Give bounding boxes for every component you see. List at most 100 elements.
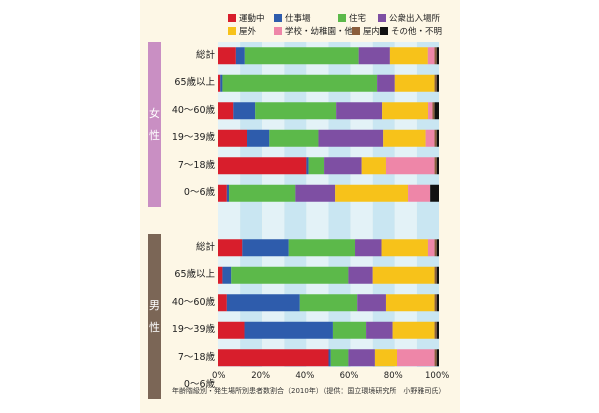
bar-segment — [425, 129, 435, 147]
bar-segment — [308, 157, 325, 175]
legend-label: 公衆出入場所 — [389, 14, 441, 24]
bar-segment — [288, 239, 356, 257]
grid-band — [372, 42, 395, 367]
grid-band — [240, 42, 263, 367]
row-label: 19〜39歳 — [171, 132, 215, 144]
row-label: 総計 — [195, 49, 215, 61]
row-label: 40〜60歳 — [171, 104, 215, 116]
legend-label: 屋外 — [239, 27, 257, 37]
bar-segment — [436, 129, 439, 147]
legend-label: 仕事場 — [285, 14, 311, 24]
legend-swatch — [378, 14, 386, 22]
bar-segment — [434, 239, 437, 257]
row-label: 0〜6歳 — [183, 379, 215, 391]
bar-segment — [335, 184, 409, 202]
bar-segment — [427, 239, 435, 257]
legend-item: その他・不明 — [380, 26, 442, 38]
bar-segment — [218, 157, 307, 175]
bar-segment — [436, 157, 439, 175]
row-label: 0〜6歳 — [183, 187, 215, 199]
bar-segment — [218, 349, 329, 367]
bar-segment — [383, 129, 426, 147]
legend-swatch — [380, 27, 388, 35]
bar-segment — [372, 266, 435, 284]
bar-segment — [332, 321, 367, 339]
bar-segment — [299, 294, 358, 312]
bar-segment — [218, 74, 221, 92]
bar-segment — [394, 74, 435, 92]
x-tick-label: 20% — [251, 371, 271, 381]
bar-segment — [233, 102, 256, 120]
bar-segment — [235, 47, 245, 65]
bar-segment — [218, 266, 223, 284]
bar-segment — [374, 349, 398, 367]
x-tick-label: 40% — [295, 371, 315, 381]
bar-segment — [220, 74, 223, 92]
bar-segment — [408, 184, 431, 202]
bar-segment — [434, 74, 437, 92]
legend-label: 運動中 — [239, 14, 265, 24]
grid-band — [350, 42, 373, 367]
legend-item: 仕事場 — [274, 13, 311, 25]
grid-band — [394, 42, 417, 367]
grid-band — [328, 42, 351, 367]
row-label: 65歳以上 — [174, 77, 215, 89]
bar-segment — [361, 157, 386, 175]
bar-segment — [328, 349, 331, 367]
bar-segment — [218, 239, 243, 257]
row-label: 7〜18歳 — [177, 351, 215, 363]
bar-segment — [218, 294, 227, 312]
bar-segment — [389, 47, 428, 65]
row-label: 65歳以上 — [174, 269, 215, 281]
bar-segment — [434, 349, 437, 367]
bar-segment — [436, 294, 439, 312]
legend-swatch — [274, 27, 282, 35]
bar-segment — [348, 349, 375, 367]
legend-swatch — [338, 14, 346, 22]
bar-segment — [434, 321, 437, 339]
bar-segment — [218, 102, 234, 120]
x-tick-label: 100% — [425, 371, 450, 381]
bar-segment — [330, 349, 349, 367]
bar-segment — [377, 74, 395, 92]
bar-segment — [357, 294, 386, 312]
bar-segment — [434, 294, 437, 312]
bar-segment — [434, 102, 439, 120]
legend-label: 屋内 — [363, 27, 381, 37]
row-label: 7〜18歳 — [177, 159, 215, 171]
bar-segment — [229, 184, 296, 202]
bar-segment — [324, 157, 362, 175]
bar-segment — [222, 74, 378, 92]
row-label: 総計 — [195, 241, 215, 253]
group-label: 女性 — [148, 42, 161, 207]
bar-segment — [436, 266, 439, 284]
grid-band — [306, 42, 329, 367]
legend-label: 住宅 — [349, 14, 367, 24]
legend-item: 屋内 — [352, 26, 380, 38]
plot-area — [218, 42, 439, 367]
bar-segment — [358, 47, 390, 65]
group-label: 男性 — [148, 234, 161, 399]
legend-swatch — [352, 27, 360, 35]
bar-segment — [381, 239, 428, 257]
grid-band — [416, 42, 439, 367]
source-note: 年齢階級別・発生場所別患者数割合（2010年）（提供：国立環境研究所 小野雅司氏… — [172, 387, 446, 395]
bar-segment — [436, 321, 439, 339]
grid-band — [262, 42, 285, 367]
grid-band — [284, 42, 307, 367]
bar-segment — [366, 321, 393, 339]
bar-segment — [336, 102, 383, 120]
legend-item: 公衆出入場所 — [378, 13, 440, 25]
bar-segment — [247, 129, 270, 147]
bar-segment — [226, 184, 230, 202]
bar-segment — [218, 47, 236, 65]
bar-segment — [218, 184, 227, 202]
bar-segment — [434, 129, 437, 147]
bar-segment — [226, 294, 300, 312]
bar-segment — [427, 47, 435, 65]
legend-item: 屋外 — [228, 26, 256, 38]
row-label: 19〜39歳 — [171, 324, 215, 336]
x-tick-label: 80% — [383, 371, 403, 381]
bar-segment — [222, 266, 232, 284]
bar-segment — [244, 321, 333, 339]
